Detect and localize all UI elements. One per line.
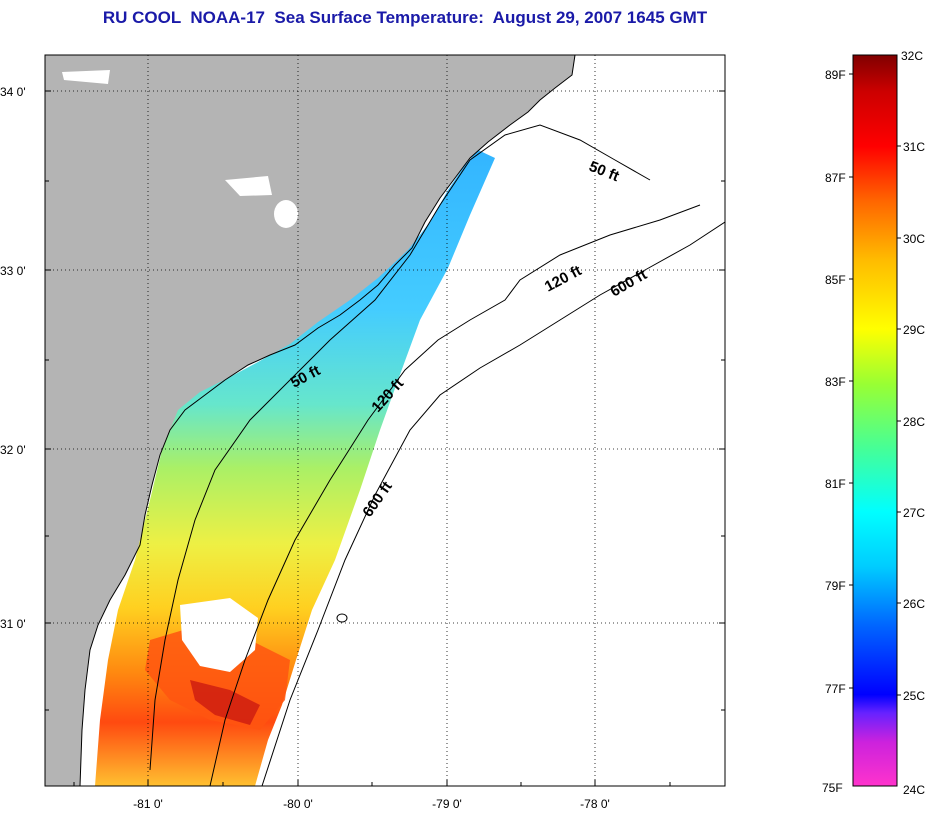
colorbar-gradient — [852, 54, 898, 787]
colorbar-f-77: 77F — [825, 682, 846, 696]
colorbar-c-31: 31C — [903, 140, 925, 154]
colorbar-f-83: 83F — [825, 375, 846, 389]
land-mass — [45, 55, 575, 786]
colorbar-c-27: 27C — [903, 506, 925, 520]
lat-label-34: 34 0' — [0, 85, 26, 99]
cloud-gap — [274, 200, 298, 228]
coastline — [79, 55, 576, 786]
hot-water-patch — [190, 680, 260, 725]
lat-label-33: 33 0' — [0, 264, 26, 278]
map-frame — [44, 54, 726, 787]
colorbar-c-29: 29C — [903, 323, 925, 337]
isobath-50ft — [149, 124, 651, 771]
colorbar-f-79: 79F — [825, 579, 846, 593]
cloud-gap — [180, 598, 258, 672]
colorbar-c-24: 24C — [903, 783, 925, 797]
isobath-120ft — [209, 204, 701, 786]
map-plot-area — [45, 55, 725, 786]
colorbar-c-28: 28C — [903, 415, 925, 429]
lat-label-31: 31 0' — [0, 617, 26, 631]
isobath-600ft — [261, 221, 725, 786]
map-title: RU COOL NOAA-17 Sea Surface Temperature:… — [102, 8, 708, 27]
isobath-small-ring — [336, 613, 348, 623]
map-ticks — [45, 90, 725, 786]
cloud-gap — [225, 176, 272, 196]
colorbar-f-87: 87F — [825, 171, 846, 185]
colorbar-c-26: 26C — [903, 597, 925, 611]
lat-label-32: 32 0' — [0, 443, 26, 457]
colorbar-f-89: 89F — [825, 68, 846, 82]
colorbar-c-25: 25C — [903, 689, 925, 703]
cloud-gap — [62, 70, 110, 84]
map-grid — [45, 55, 725, 786]
colorbar-f-75: 75F — [822, 781, 843, 795]
colorbar-c-32: 32C — [901, 49, 923, 63]
lon-label-78: -78 0' — [580, 797, 610, 811]
colorbar-f-85: 85F — [825, 273, 846, 287]
lon-label-80: -80 0' — [283, 797, 313, 811]
colorbar-f-81: 81F — [825, 477, 846, 491]
lon-label-81: -81 0' — [133, 797, 163, 811]
colorbar-c-30: 30C — [903, 232, 925, 246]
temperature-colorbar: 89F 87F 85F 83F 81F 79F 77F 75F 32C 31C … — [822, 49, 925, 797]
lon-label-79: -79 0' — [432, 797, 462, 811]
